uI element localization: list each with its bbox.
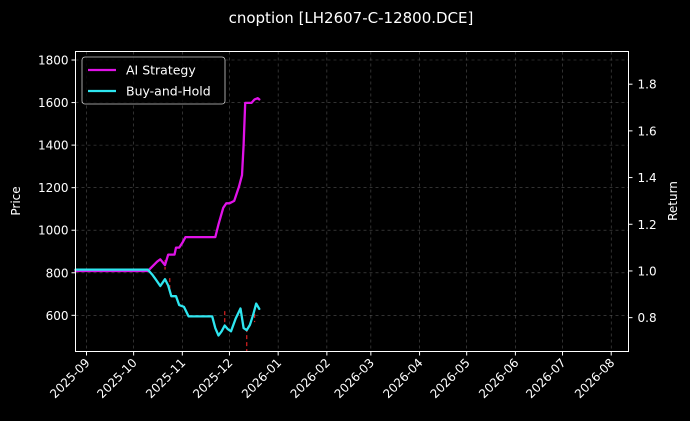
y-right-tick-label: 1.0 — [638, 264, 657, 278]
legend-label: AI Strategy — [126, 63, 196, 78]
grid — [75, 51, 629, 352]
y-axis-right-label: Return — [666, 181, 680, 221]
y-right-tick-label: 1.4 — [638, 171, 657, 185]
legend-label: Buy-and-Hold — [126, 84, 211, 99]
legend-box — [81, 56, 226, 105]
y-tick-label: 1600 — [38, 96, 69, 110]
y-right-tick-label: 1.2 — [638, 218, 657, 232]
y-tick-label: 800 — [46, 266, 69, 280]
y-right-tick-label: 0.8 — [638, 311, 657, 325]
y-tick-label: 1400 — [38, 139, 69, 153]
y-axis-label: Price — [9, 186, 23, 215]
plot-frame — [75, 51, 629, 352]
series-group — [74, 97, 261, 337]
y-tick-label: 1200 — [38, 181, 69, 195]
legend: AI Strategy Buy-and-Hold — [81, 56, 226, 105]
y-tick-label: 1800 — [38, 54, 69, 68]
y-right-tick-label: 1.6 — [638, 124, 657, 138]
y-tick-label: 1000 — [38, 224, 69, 238]
series-line-ai-strategy — [74, 97, 261, 273]
chart-title: cnoption [LH2607-C-12800.DCE] — [229, 9, 474, 27]
series-line-buy-and-hold — [74, 268, 261, 337]
y-right-tick-label: 1.8 — [638, 78, 657, 92]
y-tick-label: 600 — [46, 309, 69, 323]
